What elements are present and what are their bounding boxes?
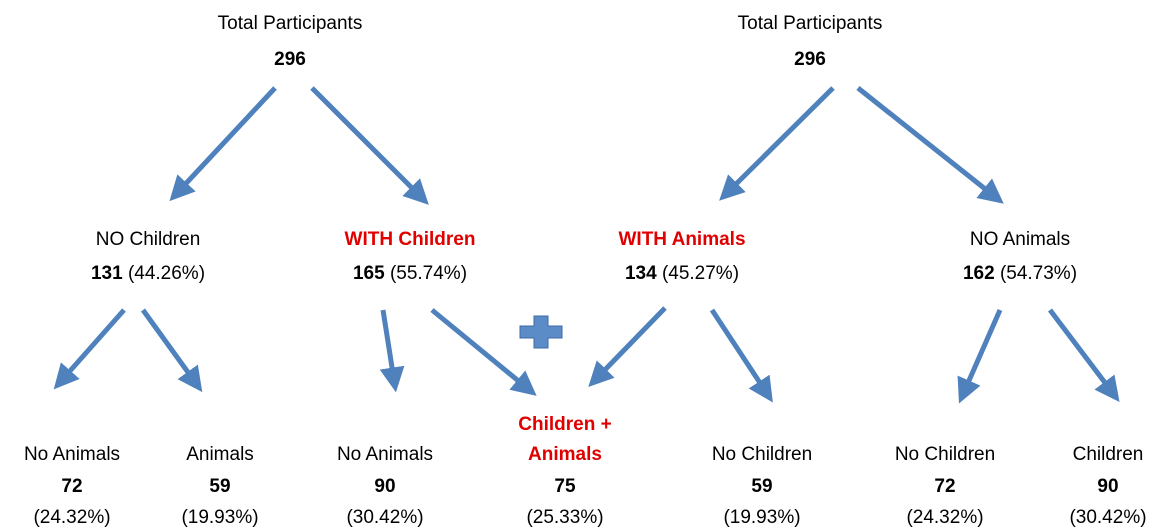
root-label: Total Participants xyxy=(217,13,363,34)
leaf-count: 59 xyxy=(209,476,231,497)
leaf-count: 59 xyxy=(751,476,773,497)
arrow xyxy=(1048,308,1120,402)
branch-percent: (44.26%) xyxy=(127,263,206,284)
arrow xyxy=(709,308,773,403)
leaf-percent: (30.42%) xyxy=(346,507,424,528)
branch-count: 131 xyxy=(90,263,123,284)
leaf-label: No Children xyxy=(711,444,813,465)
count-line: 131 (44.26%) xyxy=(91,263,205,285)
arrow xyxy=(169,86,277,202)
leaf-percent: (24.32%) xyxy=(33,507,111,528)
root-count: 296 xyxy=(794,49,826,70)
count-line: 134 (45.27%) xyxy=(625,263,739,285)
branch-count: 162 xyxy=(962,263,995,284)
leaf-label: Children xyxy=(1072,444,1144,465)
arrow xyxy=(856,86,1004,204)
count-line: 165 (55.74%) xyxy=(353,263,467,285)
leaf-count: 90 xyxy=(1097,476,1119,497)
arrow xyxy=(957,308,1003,404)
leaf-percent: (19.93%) xyxy=(181,507,259,528)
branch-count: 134 xyxy=(624,263,657,284)
shared-label: Children + Animals xyxy=(518,414,612,465)
arrow-group xyxy=(53,86,1120,404)
leaf-percent: (30.42%) xyxy=(1069,507,1147,528)
branch-percent: (55.74%) xyxy=(389,263,468,284)
leaf-count: 72 xyxy=(61,476,83,497)
arrow xyxy=(310,86,429,205)
leaf-count: 90 xyxy=(374,476,396,497)
shared-percent: (25.33%) xyxy=(526,507,604,528)
count-line: 162 (54.73%) xyxy=(963,263,1077,285)
arrow xyxy=(53,308,126,390)
plus-icon xyxy=(519,315,563,349)
leaf-count: 72 xyxy=(934,476,956,497)
arrow xyxy=(140,308,203,393)
leaf-label: Animals xyxy=(186,444,254,465)
leaf-label: No Children xyxy=(894,444,996,465)
branch-label: NO Animals xyxy=(969,229,1071,250)
shared-count: 75 xyxy=(554,476,576,497)
root-label: Total Participants xyxy=(737,13,883,34)
leaf-label: No Animals xyxy=(23,444,121,465)
branch-percent: (45.27%) xyxy=(661,263,740,284)
arrow xyxy=(379,309,405,393)
branch-count: 165 xyxy=(352,263,385,284)
branch-label: NO Children xyxy=(95,229,201,250)
root-count: 296 xyxy=(274,49,306,70)
leaf-percent: (24.32%) xyxy=(906,507,984,528)
arrow xyxy=(430,308,537,396)
arrow xyxy=(719,86,835,201)
leaf-percent: (19.93%) xyxy=(723,507,801,528)
branch-percent: (54.73%) xyxy=(999,263,1078,284)
leaf-label: No Animals xyxy=(336,444,434,465)
arrow xyxy=(588,306,667,387)
branch-label: WITH Animals xyxy=(618,229,746,250)
branch-label: WITH Children xyxy=(344,229,476,250)
